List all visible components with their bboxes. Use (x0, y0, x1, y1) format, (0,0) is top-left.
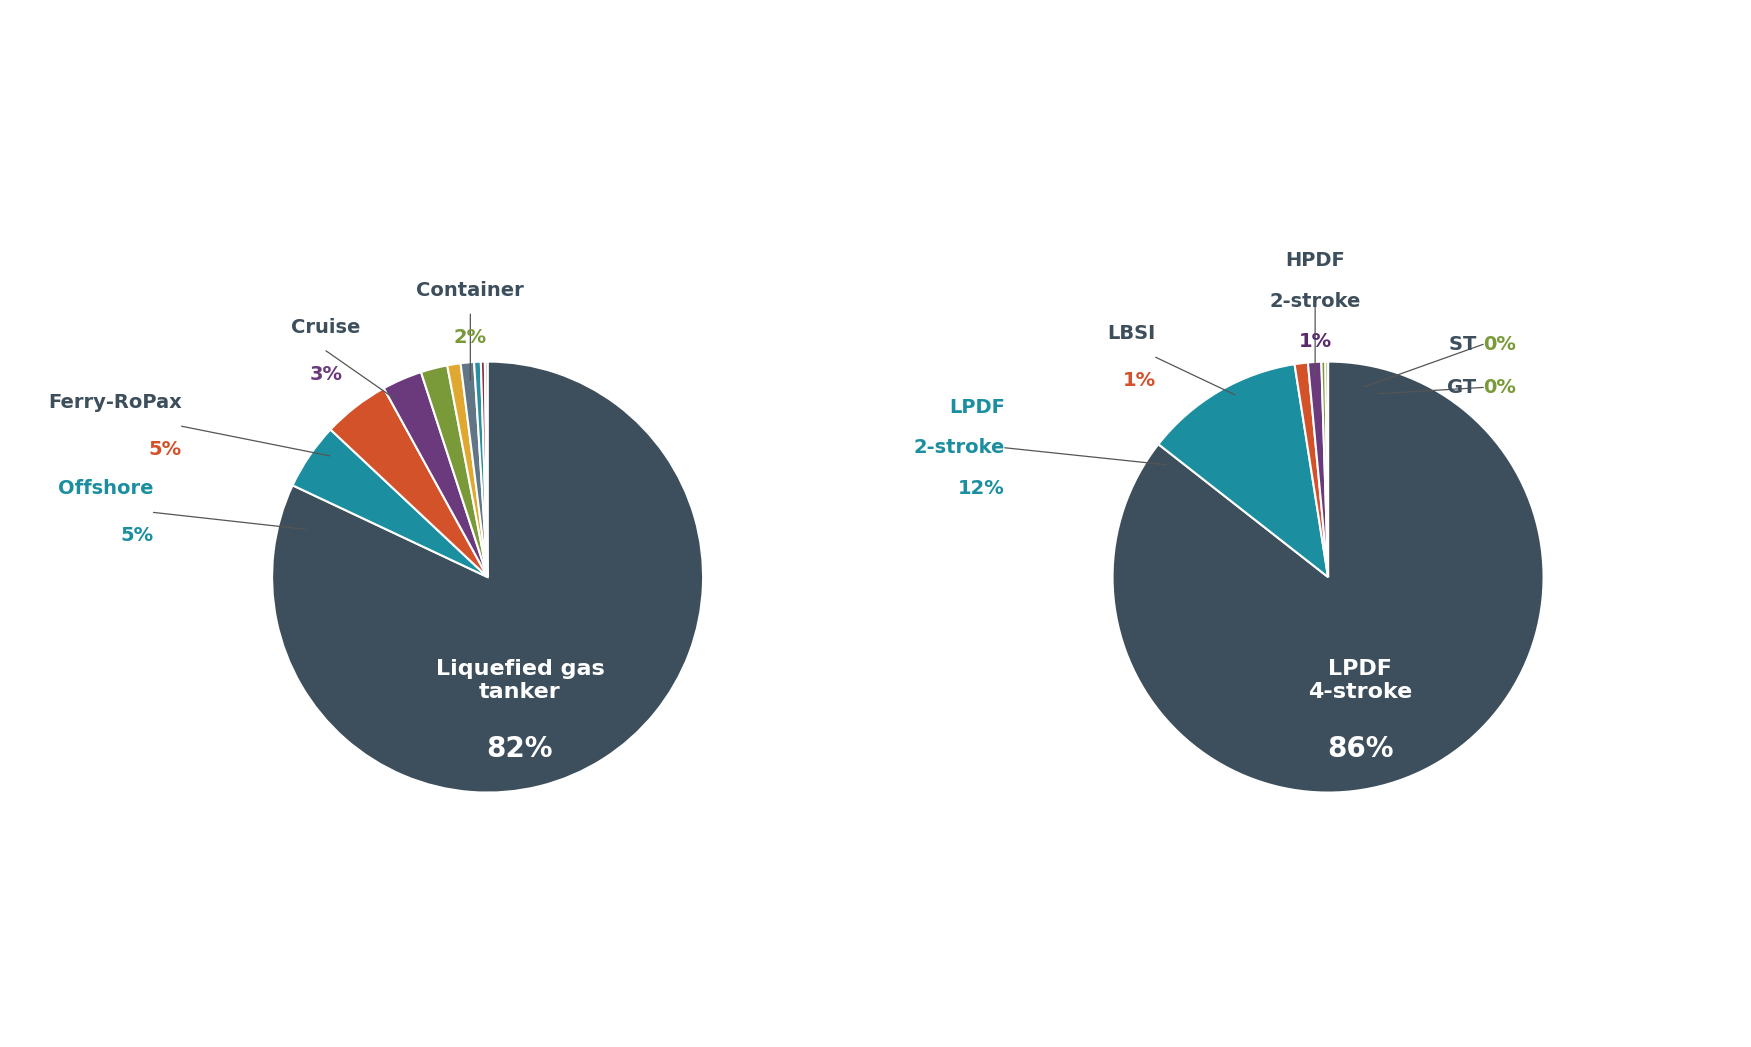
Text: GT: GT (1448, 378, 1483, 397)
Text: 1%: 1% (1299, 332, 1333, 351)
Wedge shape (1294, 362, 1327, 577)
Text: 0%: 0% (1483, 378, 1516, 397)
Wedge shape (475, 361, 487, 577)
Text: 2-stroke: 2-stroke (914, 439, 1005, 458)
Text: LBSI: LBSI (1107, 325, 1156, 343)
Text: HPDF: HPDF (1285, 251, 1345, 270)
Wedge shape (482, 361, 487, 577)
Text: 0%: 0% (1483, 335, 1516, 354)
Wedge shape (292, 429, 487, 577)
Wedge shape (383, 372, 487, 577)
Wedge shape (1112, 361, 1544, 793)
Text: 5%: 5% (149, 440, 182, 460)
Text: LPDF
4-stroke: LPDF 4-stroke (1308, 659, 1413, 703)
Text: 5%: 5% (121, 527, 154, 545)
Wedge shape (271, 361, 704, 793)
Wedge shape (1322, 361, 1327, 577)
Text: Liquefied gas
tanker: Liquefied gas tanker (436, 659, 604, 703)
Wedge shape (331, 388, 487, 577)
Text: Container: Container (417, 282, 524, 300)
Text: 1%: 1% (1122, 372, 1156, 391)
Text: 3%: 3% (310, 364, 343, 384)
Text: Cruise: Cruise (291, 318, 361, 337)
Text: 2%: 2% (454, 328, 487, 348)
Wedge shape (485, 361, 487, 577)
Text: Offshore: Offshore (58, 480, 154, 498)
Text: 82%: 82% (487, 735, 553, 763)
Text: ST: ST (1450, 335, 1483, 354)
Wedge shape (420, 365, 487, 577)
Text: LPDF: LPDF (949, 398, 1005, 417)
Text: 12%: 12% (958, 478, 1005, 497)
Text: 86%: 86% (1327, 735, 1394, 763)
Wedge shape (461, 362, 487, 577)
Text: Ferry-RoPax: Ferry-RoPax (47, 394, 182, 413)
Wedge shape (1326, 361, 1327, 577)
Wedge shape (1308, 361, 1327, 577)
Wedge shape (447, 363, 487, 577)
Wedge shape (1159, 364, 1327, 577)
Text: 2-stroke: 2-stroke (1269, 292, 1361, 311)
